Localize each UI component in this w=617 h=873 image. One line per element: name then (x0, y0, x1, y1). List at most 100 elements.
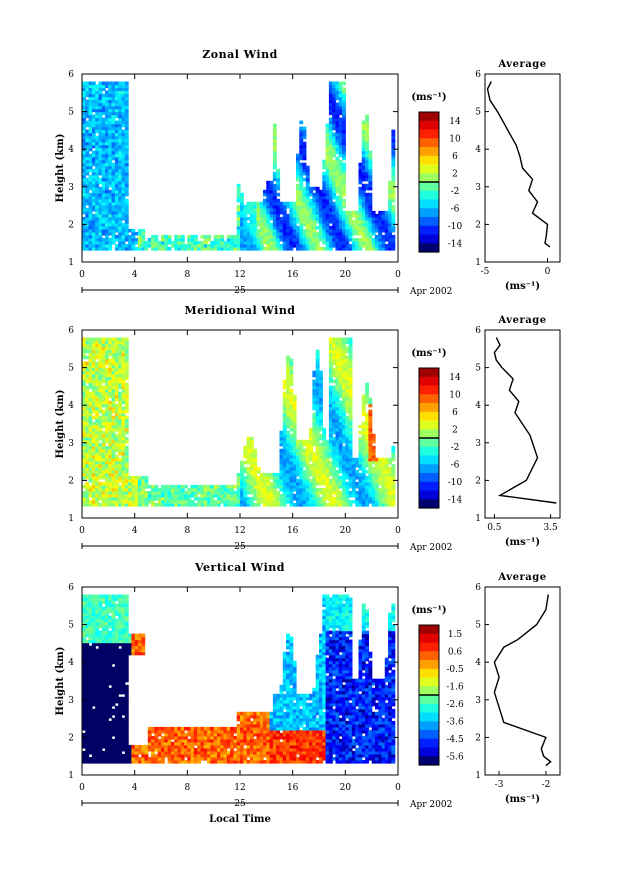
heatmap-cell (276, 204, 281, 209)
heatmap-cell (342, 406, 346, 411)
heatmap-cell (157, 496, 162, 501)
heatmap-cell (391, 195, 396, 200)
heatmap-cell (91, 753, 96, 758)
heatmap-cell (147, 484, 152, 489)
heatmap-cell (111, 382, 116, 387)
heatmap-cell (259, 231, 264, 236)
heatmap-cell (253, 237, 258, 242)
heatmap-cell (378, 237, 383, 242)
heatmap-cell (118, 352, 123, 357)
heatmap-cell (124, 481, 129, 486)
heatmap-cell (82, 394, 86, 399)
heatmap-cell (292, 442, 297, 447)
heatmap-cell (299, 210, 304, 215)
heatmap-cell (85, 639, 90, 644)
heatmap-cell (335, 500, 340, 504)
heatmap-cell (91, 708, 96, 713)
heatmap-cell (147, 244, 152, 248)
heatmap-cell (322, 503, 327, 507)
heatmap-cell (351, 460, 356, 465)
heatmap-cell (368, 433, 373, 438)
heatmap-cell (108, 99, 113, 104)
heatmap-cell (85, 385, 90, 390)
heatmap-cell (315, 240, 320, 245)
heatmap-cell (105, 654, 109, 659)
heatmap-cell (328, 168, 333, 173)
heatmap-cell (154, 244, 159, 248)
heatmap-cell (286, 445, 290, 450)
heatmap-cell (342, 210, 346, 215)
heatmap-cell (345, 496, 350, 501)
heatmap-cell (105, 219, 109, 224)
heatmap-cell (246, 472, 251, 477)
heatmap-cell (124, 391, 129, 396)
heatmap-cell (312, 234, 317, 239)
heatmap-cell (345, 457, 350, 462)
heatmap-cell (342, 493, 346, 498)
heatmap-cell (95, 141, 100, 146)
heatmap-cell (98, 394, 103, 399)
heatmap-cell (118, 105, 123, 110)
heatmap-cell (305, 234, 310, 239)
heatmap-cell (105, 370, 109, 375)
heatmap-cell (335, 222, 340, 227)
heatmap-cell (243, 500, 248, 504)
heatmap-cell (296, 448, 300, 453)
heatmap-cell (124, 503, 129, 507)
heatmap-cell (95, 484, 100, 489)
heatmap-cell (101, 741, 106, 746)
heatmap-cell (246, 201, 251, 206)
heatmap-cell (85, 672, 90, 677)
heatmap-cell (82, 475, 86, 480)
heatmap-cell (111, 240, 116, 245)
heatmap-cell (272, 174, 277, 179)
heatmap-cell (355, 231, 360, 236)
heatmap-cell (315, 210, 320, 215)
heatmap-cell (118, 418, 123, 423)
heatmap-cell (319, 379, 323, 384)
heatmap-cell (322, 445, 327, 450)
heatmap-cell (124, 346, 129, 351)
heatmap-cell (342, 352, 346, 357)
heatmap-cell (210, 490, 215, 495)
heatmap-cell (302, 234, 307, 239)
heatmap-cell (118, 219, 123, 224)
heatmap-cell (88, 705, 93, 710)
heatmap-cell (315, 439, 320, 444)
heatmap-cell (332, 445, 337, 450)
heatmap-cell (85, 472, 90, 477)
heatmap-cell (108, 340, 113, 345)
avg-x-tick-label: 3.5 (543, 523, 558, 533)
heatmap-cell (91, 93, 96, 98)
heatmap-cell (299, 132, 304, 137)
heatmap-cell (85, 454, 90, 459)
heatmap-cell (305, 475, 310, 480)
heatmap-cell (289, 403, 294, 408)
heatmap-cell (335, 388, 340, 393)
heatmap-cell (309, 454, 313, 459)
heatmap-cell (309, 244, 313, 248)
heatmap-cell (338, 84, 343, 89)
heatmap-cell (88, 346, 93, 351)
x-tick-label: 20 (340, 270, 352, 280)
heatmap-cell (243, 469, 248, 474)
heatmap-cell (124, 156, 129, 161)
y-tick-label: 4 (68, 145, 74, 155)
heatmap-cell (375, 457, 379, 462)
heatmap-cell (88, 430, 93, 435)
heatmap-cell (361, 445, 366, 450)
heatmap-cell (375, 481, 379, 486)
heatmap-cell (348, 439, 353, 444)
heatmap-cell (118, 162, 123, 167)
heatmap-cell (328, 427, 333, 432)
heatmap-cell (82, 705, 86, 710)
heatmap-cell (292, 213, 297, 218)
heatmap-cell (95, 609, 100, 614)
heatmap-cell (342, 198, 346, 203)
heatmap-cell (319, 475, 323, 480)
colorbar-swatch (419, 464, 439, 474)
heatmap-cell (85, 750, 90, 755)
heatmap-cell (236, 222, 241, 227)
heatmap-cell (121, 361, 126, 366)
heatmap-cell (88, 460, 93, 465)
